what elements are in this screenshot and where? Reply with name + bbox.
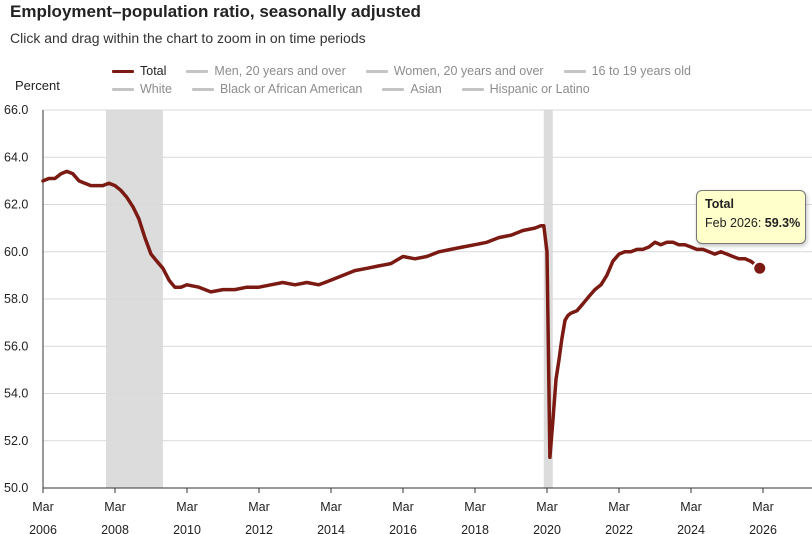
legend-swatch — [563, 69, 586, 73]
x-tick-year: 2008 — [101, 523, 129, 534]
tooltip-line: Feb 2026: 59.3% — [705, 216, 801, 230]
legend-swatch — [112, 69, 134, 73]
legend-label: Black or African American — [219, 82, 363, 96]
legend-label: Hispanic or Latino — [489, 82, 590, 96]
legend-label: 16 to 19 years old — [591, 64, 691, 78]
x-tick-month: Mar — [320, 500, 342, 514]
legend-swatch — [191, 87, 214, 91]
x-tick-month: Mar — [536, 500, 558, 514]
legend-item-women-20-years-and-over[interactable]: Women, 20 years and over — [365, 64, 544, 78]
x-tick-month: Mar — [608, 500, 630, 514]
legend-swatch — [112, 87, 134, 91]
y-tick-label: 56.0 — [4, 339, 28, 353]
data-tooltip: Total Feb 2026: 59.3% — [696, 190, 806, 244]
x-tick-month: Mar — [392, 500, 414, 514]
series-line-total — [41, 169, 753, 460]
y-tick-label: 64.0 — [4, 150, 28, 164]
tooltip-series: Total — [705, 197, 734, 211]
x-tick-year: 2022 — [605, 523, 633, 534]
x-tick-year: 2006 — [29, 523, 57, 534]
y-tick-label: 52.0 — [4, 434, 28, 448]
x-tick-month: Mar — [464, 500, 486, 514]
chart-title: Employment–population ratio, seasonally … — [10, 2, 421, 21]
legend-item-men-20-years-and-over[interactable]: Men, 20 years and over — [186, 64, 346, 78]
legend-item-total[interactable]: Total — [112, 64, 166, 78]
legend-item-asian[interactable]: Asian — [382, 82, 442, 96]
legend-swatch — [382, 87, 405, 91]
x-tick-year: 2010 — [173, 523, 201, 534]
y-tick-label: 58.0 — [4, 292, 28, 306]
legend-row-1: Total Men, 20 years and over Women, 20 yea… — [112, 62, 711, 80]
tooltip-date: Feb 2026: — [705, 216, 762, 230]
y-tick-label: 60.0 — [4, 245, 28, 259]
legend-item-white[interactable]: White — [112, 82, 172, 96]
legend-swatch — [461, 87, 484, 91]
x-tick-month: Mar — [680, 500, 702, 514]
legend-item-16-to-19-years-old[interactable]: 16 to 19 years old — [563, 64, 691, 78]
legend-label: Men, 20 years and over — [214, 64, 346, 78]
legend-label: White — [140, 82, 172, 96]
x-tick-year: 2026 — [749, 523, 777, 534]
tooltip-value: 59.3% — [764, 216, 801, 230]
y-tick-label: 62.0 — [4, 198, 28, 212]
legend-row-2: White Black or African American Asian Hispa… — [112, 80, 610, 98]
x-tick-year: 2018 — [461, 523, 489, 534]
x-tick-month: Mar — [104, 500, 126, 514]
x-tick-month: Mar — [248, 500, 270, 514]
x-tick-year: 2014 — [317, 523, 345, 534]
x-tick-month: Mar — [176, 500, 198, 514]
y-tick-label: 54.0 — [4, 387, 28, 401]
x-tick-year: 2016 — [389, 523, 417, 534]
legend-label: Total — [140, 64, 167, 78]
legend-swatch — [365, 69, 388, 73]
x-tick-year: 2012 — [245, 523, 273, 534]
chart-subtitle: Click and drag within the chart to zoom … — [10, 30, 366, 46]
y-tick-label: 50.0 — [4, 481, 28, 495]
y-tick-label: 66.0 — [4, 103, 28, 117]
x-tick-year: 2020 — [533, 523, 561, 534]
legend-label: Women, 20 years and over — [393, 64, 544, 78]
x-tick-year: 2024 — [677, 523, 705, 534]
legend-item-hispanic-or-latino[interactable]: Hispanic or Latino — [461, 82, 590, 96]
y-axis-label: Percent — [15, 78, 60, 93]
legend-label: Asian — [410, 82, 442, 96]
legend-swatch — [186, 69, 209, 73]
x-tick-month: Mar — [32, 500, 54, 514]
legend-item-black-or-african-american[interactable]: Black or African American — [191, 82, 363, 96]
highlight-point — [754, 262, 766, 274]
x-tick-month: Mar — [752, 500, 774, 514]
